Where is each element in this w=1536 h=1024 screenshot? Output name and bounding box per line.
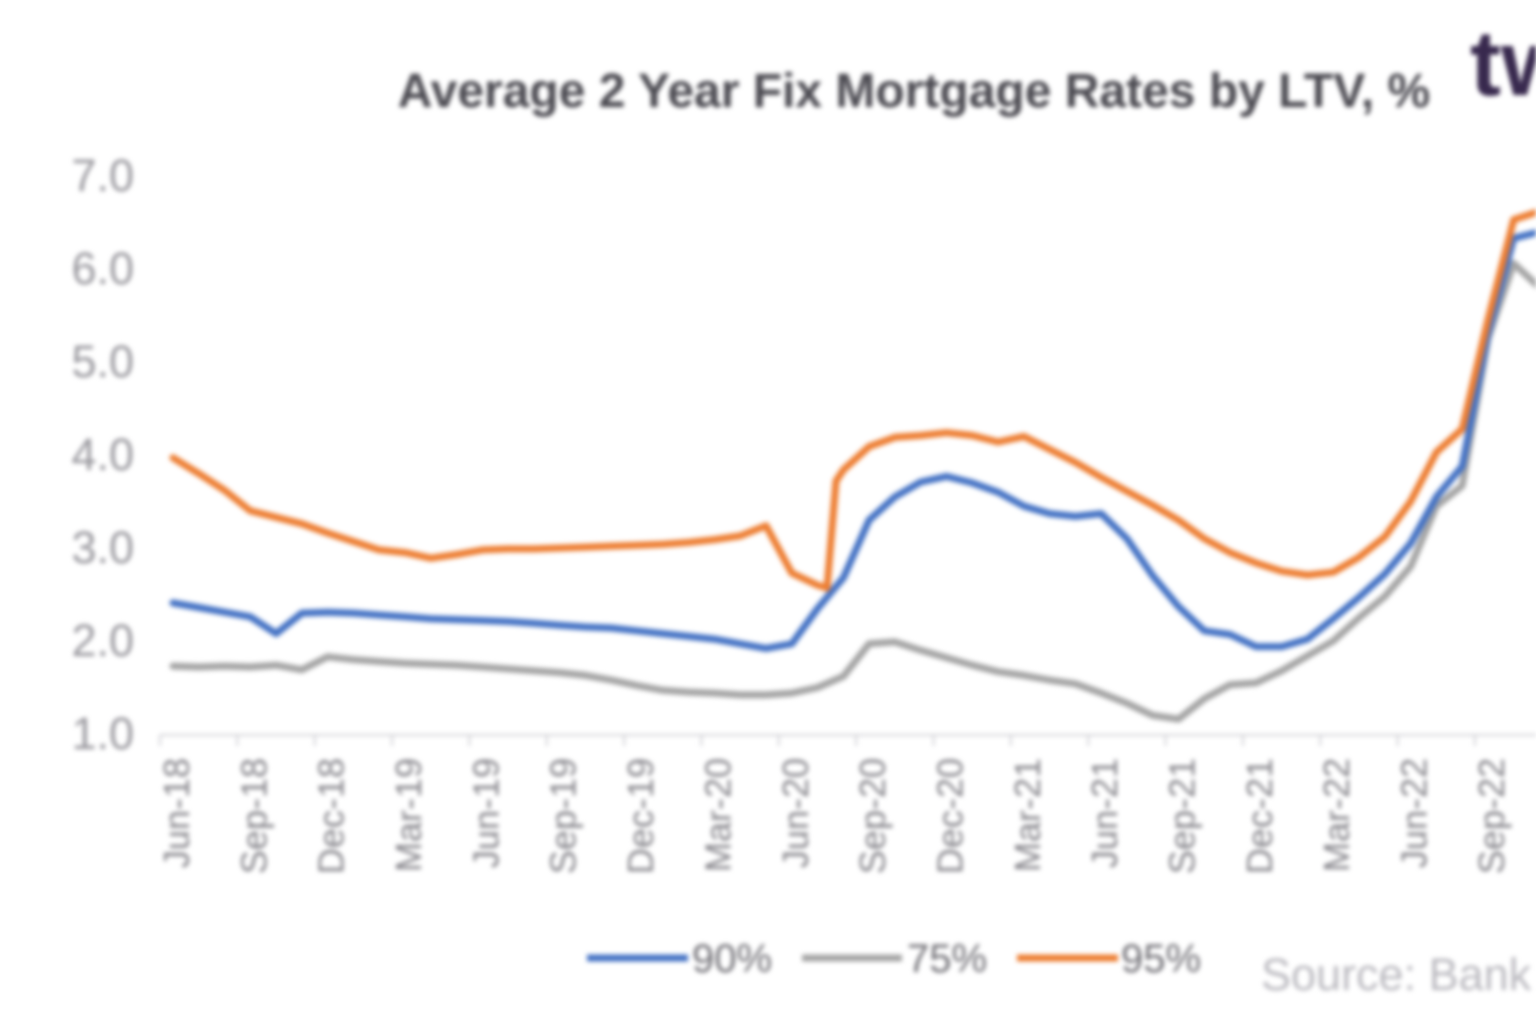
svg-text:Dec-19: Dec-19 <box>620 758 661 874</box>
svg-text:2.0: 2.0 <box>71 615 134 666</box>
svg-text:7.0: 7.0 <box>71 150 134 201</box>
svg-text:95%: 95% <box>1121 937 1201 981</box>
svg-text:Sep-22: Sep-22 <box>1471 758 1512 874</box>
svg-text:Jun-18: Jun-18 <box>156 758 197 868</box>
svg-text:Jun-19: Jun-19 <box>465 758 506 868</box>
svg-text:90%: 90% <box>692 937 772 981</box>
svg-text:Mar-19: Mar-19 <box>388 758 429 872</box>
svg-text:3.0: 3.0 <box>71 522 134 573</box>
svg-text:Average 2 Year Fix Mortgage R: Average 2 Year Fix Mortgage Rates by LTV… <box>398 65 1430 118</box>
svg-text:Jun-22: Jun-22 <box>1394 758 1435 868</box>
svg-text:4.0: 4.0 <box>71 429 134 480</box>
svg-text:Jun-21: Jun-21 <box>1084 758 1125 868</box>
svg-text:1.0: 1.0 <box>71 708 134 759</box>
svg-text:Mar-22: Mar-22 <box>1316 758 1357 872</box>
svg-text:Sep-21: Sep-21 <box>1162 758 1203 874</box>
svg-text:75%: 75% <box>907 937 987 981</box>
svg-text:Mar-21: Mar-21 <box>1007 758 1048 872</box>
svg-text:Sep-19: Sep-19 <box>543 758 584 874</box>
svg-text:Source: Bank of England: Source: Bank of England <box>1261 949 1536 1000</box>
svg-text:Dec-20: Dec-20 <box>930 758 971 874</box>
svg-text:5.0: 5.0 <box>71 336 134 387</box>
svg-text:Jun-20: Jun-20 <box>775 758 816 868</box>
svg-text:Dec-21: Dec-21 <box>1239 758 1280 874</box>
svg-text:Sep-20: Sep-20 <box>852 758 893 874</box>
svg-text:Dec-18: Dec-18 <box>311 758 352 874</box>
svg-text:Mar-20: Mar-20 <box>697 758 738 872</box>
svg-text:Sep-18: Sep-18 <box>233 758 274 874</box>
svg-text:tw: tw <box>1470 11 1536 115</box>
svg-text:6.0: 6.0 <box>71 243 134 294</box>
